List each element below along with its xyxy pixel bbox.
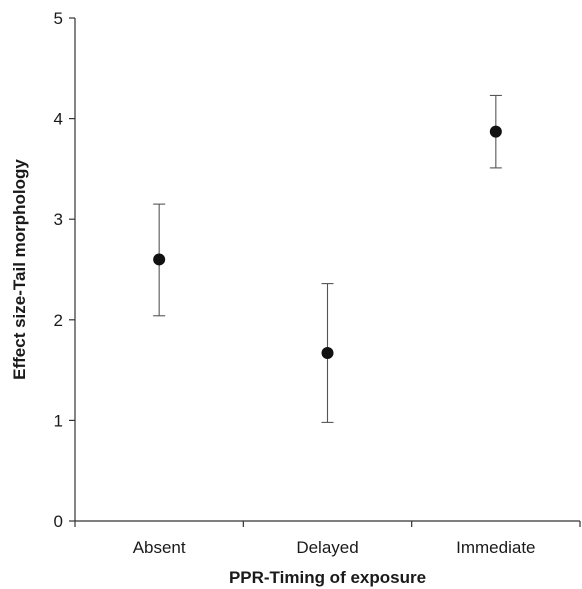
x-ticks: Absent Delayed Immediate xyxy=(74,521,581,557)
data-point xyxy=(321,346,334,359)
data-series xyxy=(153,94,502,423)
y-tick-label: 3 xyxy=(54,210,63,229)
x-tick-label: Immediate xyxy=(456,538,535,557)
axes xyxy=(74,18,580,522)
x-tick-label: Delayed xyxy=(296,538,358,557)
y-tick-label: 0 xyxy=(54,512,63,531)
y-tick-label: 2 xyxy=(54,311,63,330)
y-tick-label: 1 xyxy=(54,411,63,430)
x-tick-label: Absent xyxy=(133,538,186,557)
x-axis-title: PPR-Timing of exposure xyxy=(229,568,426,587)
y-tick-label: 4 xyxy=(54,110,63,129)
y-ticks: 0 1 2 3 4 5 xyxy=(54,9,75,531)
data-point xyxy=(489,125,502,138)
y-tick-label: 5 xyxy=(54,9,63,28)
y-axis-title: Effect size-Tail morphology xyxy=(10,159,29,380)
data-point xyxy=(153,253,166,266)
